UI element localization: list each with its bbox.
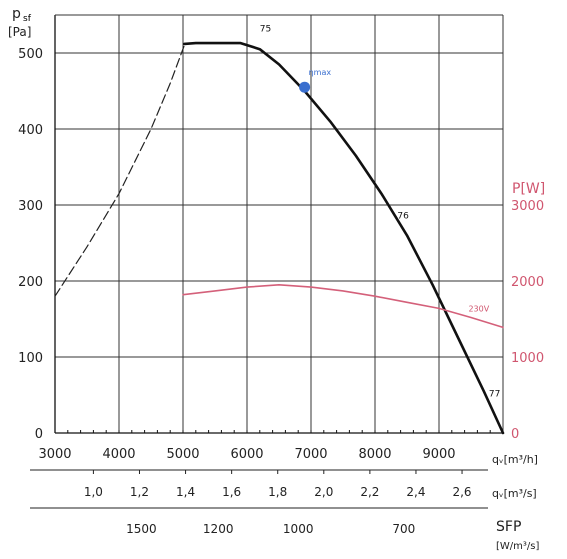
y-axis-unit: [Pa]: [8, 25, 31, 39]
y-right-tick-label: 2000: [511, 275, 544, 290]
x-axis-unit: qᵥ[m³/h]: [492, 453, 538, 466]
efficiency-marker: [299, 81, 311, 93]
power-axis-label: P[W]: [512, 181, 545, 197]
y-right-tick-label: 3000: [511, 199, 544, 214]
series: [54, 41, 505, 435]
x2-tick-label: 1,6: [222, 485, 241, 499]
x-tick-label: 3000: [38, 447, 71, 462]
x-tick-label: 6000: [230, 447, 263, 462]
sfp-label: SFP: [496, 519, 521, 535]
sfp-tick-label: 1500: [126, 522, 157, 536]
x-tick-label: 5000: [166, 447, 199, 462]
x-tick-label: 4000: [102, 447, 135, 462]
x2-tick-label: 2,0: [314, 485, 333, 499]
x-tick-label: 9000: [422, 447, 455, 462]
y-tick-label: 0: [35, 427, 43, 442]
sfp-tick-label: 700: [392, 522, 415, 536]
curve-annotation: 75: [260, 25, 271, 35]
y-right-tick-label: 0: [511, 427, 519, 442]
x2-tick-label: 1,8: [268, 485, 287, 499]
x2-tick-label: 1,0: [84, 485, 103, 499]
y-tick-label: 300: [18, 199, 43, 214]
curve-annotation: 76: [397, 212, 409, 222]
x2-tick-label: 1,2: [130, 485, 149, 499]
labels: 3000 4000 5000 6000 7000 8000 9000010020030040…: [18, 25, 544, 536]
x-tick-label: 8000: [358, 447, 391, 462]
y-tick-label: 200: [18, 275, 43, 290]
sfp-tick-label: 1000: [283, 522, 314, 536]
y-tick-label: 400: [18, 123, 43, 138]
series-pressure-solid: [183, 41, 505, 435]
x-tick-label: 7000: [294, 447, 327, 462]
y-tick-label: 500: [18, 47, 43, 62]
axes: [30, 14, 504, 509]
sfp-tick-label: 1200: [203, 522, 234, 536]
y-right-tick-label: 1000: [511, 351, 544, 366]
series-pressure-dashed: [54, 44, 185, 297]
y-tick-label: 100: [18, 351, 43, 366]
y-axis-label: p: [12, 6, 21, 22]
y-axis-label-sub: sf: [23, 14, 32, 24]
curve-annotation: 230V: [468, 304, 489, 313]
x2-axis-unit: qᵥ[m³/s]: [492, 487, 537, 500]
series-power: [182, 283, 504, 329]
x2-tick-label: 2,2: [360, 485, 379, 499]
efficiency-marker-label: ηmax: [309, 68, 332, 77]
curve-annotation: 77: [489, 390, 500, 400]
sfp-unit: [W/m³/s]: [496, 541, 539, 552]
x2-tick-label: 1,4: [176, 485, 195, 499]
x2-tick-label: 2,4: [406, 485, 425, 499]
grid: [55, 15, 503, 433]
x2-tick-label: 2,6: [452, 485, 471, 499]
